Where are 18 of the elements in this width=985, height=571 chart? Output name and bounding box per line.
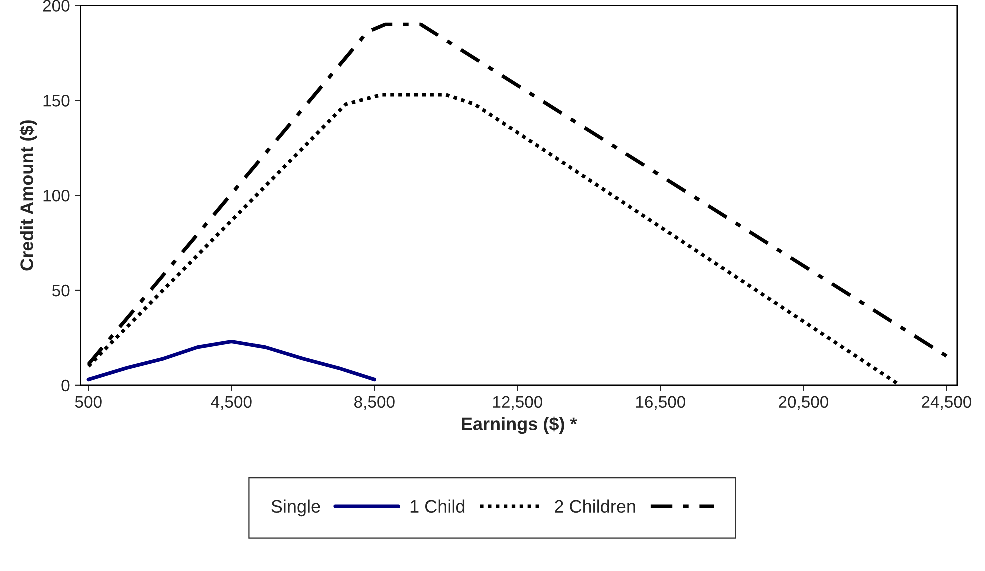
x-tick-label: 500 — [75, 396, 102, 408]
y-tick-label: 150 — [44, 95, 70, 107]
x-tick-label: 24,500 — [922, 396, 972, 410]
legend-label: 1 Child — [410, 500, 465, 514]
y-tick-label: 0 — [62, 380, 70, 392]
y-tick-label: 100 — [44, 190, 70, 202]
x-tick-label: 4,500 — [211, 396, 252, 410]
x-tick-label: 16,500 — [636, 396, 686, 410]
legend-label: 2 Children — [555, 500, 636, 514]
x-tick-label: 8,500 — [354, 396, 395, 410]
legend-label: Single — [272, 500, 320, 517]
y-tick-label: 200 — [43, 0, 70, 12]
x-axis-title: Earnings ($) * — [462, 416, 578, 434]
line-series — [86, 340, 376, 382]
x-tick-label: 12,500 — [493, 396, 543, 410]
y-axis-title: Credit Amount ($) — [20, 120, 37, 271]
x-tick-label: 20,500 — [779, 396, 829, 410]
y-tick-label: 50 — [52, 284, 70, 297]
